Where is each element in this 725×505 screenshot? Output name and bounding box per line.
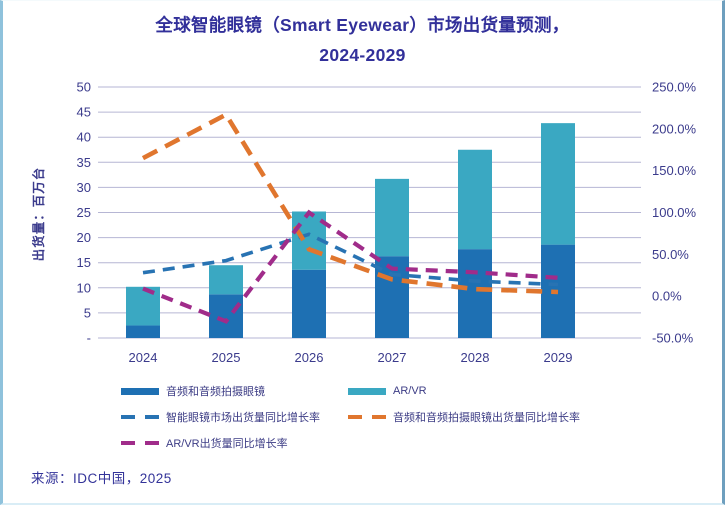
axis-tick-labels: 50 45 40 35 30 25 20 15 10 5 - 250.0% 200.0% 150.0% 10… xyxy=(77,80,697,366)
bar-2029-arvr xyxy=(541,123,575,245)
legend-item: 智能眼镜市场出货量同比增长率 xyxy=(121,409,348,425)
left-axis-tick: 30 xyxy=(77,180,91,195)
right-axis-tick: 150.0% xyxy=(652,163,697,178)
line-series xyxy=(141,111,559,324)
legend-row: 音频和音频拍摄眼镜 AR/VR xyxy=(121,383,692,399)
left-axis-tick: 5 xyxy=(84,305,91,320)
growth-line-2 xyxy=(142,209,559,324)
legend-label: 音频和音频拍摄眼镜 xyxy=(166,386,265,398)
bar-2028-arvr xyxy=(458,149,492,250)
bar-2025-audio xyxy=(209,294,243,338)
x-axis-tick: 2027 xyxy=(378,350,407,365)
growth-line-1 xyxy=(141,111,559,295)
left-axis-tick: 40 xyxy=(77,130,91,145)
chart-plot: 50 45 40 35 30 25 20 15 10 5 - 250.0% 200.0% 150.0% 10… xyxy=(31,80,697,366)
right-axis-tick: 250.0% xyxy=(652,80,697,95)
bar-2024-audio xyxy=(126,325,160,338)
legend-dash-swatch xyxy=(121,415,159,419)
y-axis-title: 出货量：百万台 xyxy=(31,167,46,262)
bar-2026-audio xyxy=(292,269,326,338)
left-axis-tick: 10 xyxy=(77,280,91,295)
chart-title-line1: 全球智能眼镜（Smart Eyewear）市场出货量预测， xyxy=(155,15,570,35)
legend: 音频和音频拍摄眼镜 AR/VR 智能眼镜市场出货量同比增长率 音频和音频拍摄眼镜出货量… xyxy=(121,383,692,451)
x-axis-tick: 2029 xyxy=(544,350,573,365)
legend-row: AR/VR出货量同比增长率 xyxy=(121,435,692,451)
legend-row: 智能眼镜市场出货量同比增长率 音频和音频拍摄眼镜出货量同比增长率 xyxy=(121,409,692,425)
bar-2028-audio xyxy=(458,249,492,338)
bar-2024-arvr xyxy=(126,286,160,326)
chart-title: 全球智能眼镜（Smart Eyewear）市场出货量预测， 2024-2029 xyxy=(3,10,722,70)
left-axis-tick: 15 xyxy=(77,255,91,270)
x-axis-tick: 2024 xyxy=(129,350,158,365)
right-axis-tick: 100.0% xyxy=(652,205,697,220)
legend-bar-swatch xyxy=(121,387,159,395)
source-note: 来源：IDC中国，2025 xyxy=(31,471,172,486)
left-axis-tick: - xyxy=(87,331,91,346)
left-axis-tick: 35 xyxy=(77,155,91,170)
legend-label: AR/VR xyxy=(393,385,427,397)
right-axis-tick: 200.0% xyxy=(652,121,697,136)
growth-line-0 xyxy=(142,232,559,287)
right-axis-tick: 50.0% xyxy=(652,247,689,262)
chart-title-line2: 2024-2029 xyxy=(319,45,406,65)
legend-label: 音频和音频拍摄眼镜出货量同比增长率 xyxy=(393,412,580,424)
right-axis-tick: -50.0% xyxy=(652,331,694,346)
legend-dash-swatch xyxy=(121,441,159,445)
left-axis-tick: 20 xyxy=(77,230,91,245)
legend-item: AR/VR xyxy=(348,385,427,397)
left-axis-tick: 45 xyxy=(77,105,91,120)
right-axis-tick: 0.0% xyxy=(652,289,682,304)
legend-dash-swatch xyxy=(348,415,386,419)
bar-2025-arvr xyxy=(209,265,243,295)
legend-bar-swatch xyxy=(348,387,386,395)
legend-label: 智能眼镜市场出货量同比增长率 xyxy=(166,412,320,424)
legend-item: AR/VR出货量同比增长率 xyxy=(121,435,348,451)
x-axis-tick: 2025 xyxy=(212,350,241,365)
legend-item: 音频和音频拍摄眼镜 xyxy=(121,383,348,399)
x-axis-tick: 2026 xyxy=(295,350,324,365)
x-axis-tick: 2028 xyxy=(461,350,490,365)
bar-series xyxy=(126,123,575,338)
bar-2027-arvr xyxy=(375,178,409,257)
left-axis-tick: 25 xyxy=(77,205,91,220)
legend-label: AR/VR出货量同比增长率 xyxy=(166,438,288,450)
left-axis-tick: 50 xyxy=(77,80,91,95)
legend-item: 音频和音频拍摄眼镜出货量同比增长率 xyxy=(348,409,580,425)
